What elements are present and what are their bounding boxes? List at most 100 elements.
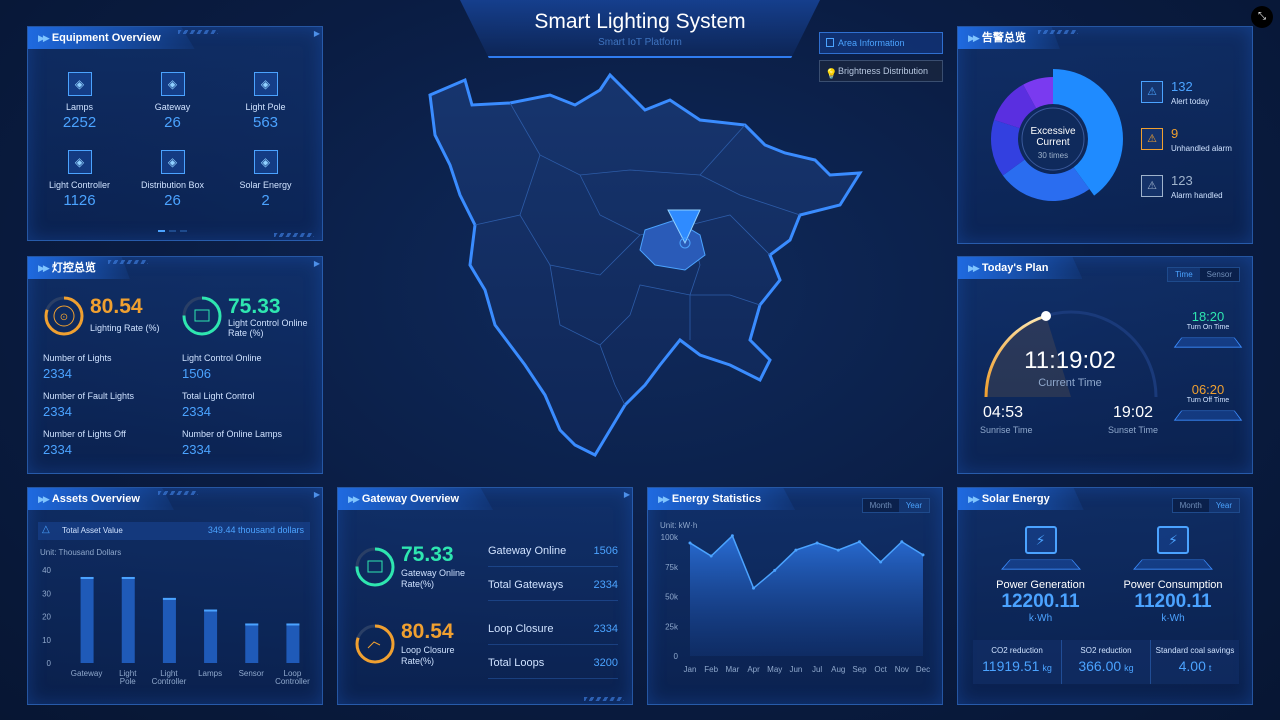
y-tick-label: 25k [665,622,679,631]
equipment-value: 26 [164,192,181,209]
light-control-panel: ▶▶ 灯控总览 ▶ ⊙ 80.54 Lighting Rate (%) 75.33… [27,256,323,474]
equipment-item[interactable]: ◈ Distribution Box 26 [126,150,219,209]
bar-cap [80,576,94,579]
collapse-button[interactable]: ⤡ [1251,6,1273,28]
platform-icon [1173,410,1243,421]
light-stat-item: Light Control Online 1506 [182,353,317,381]
pager-dots[interactable] [158,230,187,232]
donut-center-line1: Excessive [1030,126,1076,137]
data-point[interactable] [730,534,734,538]
toggle-time[interactable]: Time [1168,268,1200,281]
donut-slice[interactable] [991,119,1025,176]
solar-icon: ◈ [253,150,278,174]
energy-period-toggle[interactable]: Month Year [861,498,930,513]
toggle-year[interactable]: Year [1208,499,1239,512]
equipment-label: Solar Energy [239,180,292,190]
data-point[interactable] [921,553,925,557]
x-tick-label: Pole [120,677,137,686]
data-point[interactable] [709,554,713,558]
data-point[interactable] [879,560,883,564]
data-point[interactable] [836,548,840,552]
donut-slice[interactable] [1002,159,1090,201]
toggle-sensor[interactable]: Sensor [1206,270,1232,279]
equipment-item[interactable]: ◈ Light Controller 1126 [33,150,126,209]
stat-label: Loop Closure [488,623,554,635]
bar[interactable] [204,609,218,663]
x-tick-label: Controller [152,677,187,686]
x-tick-label: Sensor [239,669,265,678]
alarm-value: 132 [1171,79,1193,94]
stat-label: Number of Lights [43,353,112,363]
donut-slice[interactable] [1053,69,1123,196]
collapse-icon: ⤡ [1258,11,1266,22]
plan-mode-toggle[interactable]: Time Sensor [1167,267,1240,282]
brightness-distribution-button[interactable]: 💡 Brightness Distribution [819,60,943,82]
stat-value: 1506 [182,366,211,381]
equipment-value: 563 [252,114,279,131]
alarm-item[interactable]: ⚠ 9 Unhandled alarm [1141,126,1246,164]
asset-icon: △ [42,524,50,535]
equipment-label: Distribution Box [140,180,205,190]
corner-chevron-icon: ▶ [313,490,320,499]
data-point[interactable] [752,586,756,590]
alarm-donut-chart[interactable] [983,67,1123,212]
equipment-value: 1126 [63,192,96,209]
alarm-label: Alert today [1171,97,1210,106]
y-tick-label: 20 [42,613,51,622]
lighting-icon: ⊙ [60,312,68,323]
x-tick-label: Gateway [71,669,103,678]
current-time: 11:19:02 [1024,347,1116,374]
equipment-item[interactable]: ◈ Lamps 2252 [33,72,126,131]
alarm-item[interactable]: ⚠ 132 Alert today [1141,79,1246,117]
stat-value: 2334 [43,442,72,457]
data-point[interactable] [794,548,798,552]
alarm-item[interactable]: ⚠ 123 Alarm handled [1141,173,1246,211]
panel-title: ▶▶ Equipment Overview [28,27,195,49]
page-subtitle: Smart IoT Platform [598,37,682,48]
data-point[interactable] [688,541,692,545]
turn-off-block: 06:20 Turn Off Time [1173,382,1243,437]
equipment-item[interactable]: ◈ Solar Energy 2 [219,150,312,209]
data-point[interactable] [900,540,904,544]
solar-period-toggle[interactable]: Month Year [1171,498,1240,513]
bar-cap [204,609,218,612]
location-pin-icon[interactable] [667,209,701,245]
x-tick-label: Sep [852,665,867,674]
donut-slice[interactable] [1023,77,1053,109]
donut-slice[interactable] [994,84,1037,129]
y-tick-label: 100k [661,533,679,542]
toggle-month[interactable]: Month [1179,501,1202,510]
stat-label: Light Control Online [182,353,262,363]
data-point[interactable] [773,568,777,572]
platform-icon [1133,559,1213,570]
y-tick-label: 0 [47,659,52,668]
equipment-item[interactable]: ◈ Light Pole 563 [219,72,312,131]
light-stat-item: Number of Lights 2334 [43,353,178,381]
lamp-icon: ◈ [67,72,92,96]
toggle-year[interactable]: Year [898,499,929,512]
bar[interactable] [121,576,135,663]
gateway-online-value: 75.33 [401,543,454,566]
toggle-month[interactable]: Month [869,501,892,510]
x-tick-label: Nov [895,665,909,674]
data-point[interactable] [815,541,819,545]
stat-label: Gateway Online [488,545,567,557]
bar[interactable] [80,576,94,663]
equipment-label: Light Pole [245,102,286,112]
data-point[interactable] [857,540,861,544]
area-info-button[interactable]: Area Information [819,32,943,54]
province-map[interactable] [400,65,880,465]
stat-label: Total Loops [488,657,545,669]
sunrise-time: 04:53 [983,404,1024,421]
bar[interactable] [162,597,176,663]
stat-label: Number of Lights Off [43,429,126,439]
equipment-item[interactable]: ◈ Gateway 26 [126,72,219,131]
reduction-item: Standard coal savings 4.00 t [1151,640,1239,684]
turn-on-block: 18:20 Turn On Time [1173,309,1243,364]
bar[interactable] [245,623,259,663]
reduction-label: CO2 reduction [991,646,1043,655]
equipment-label: Light Controller [48,180,111,190]
bar[interactable] [286,623,300,663]
alarm-value: 123 [1171,173,1193,188]
loop-closure-value: 80.54 [401,620,454,643]
